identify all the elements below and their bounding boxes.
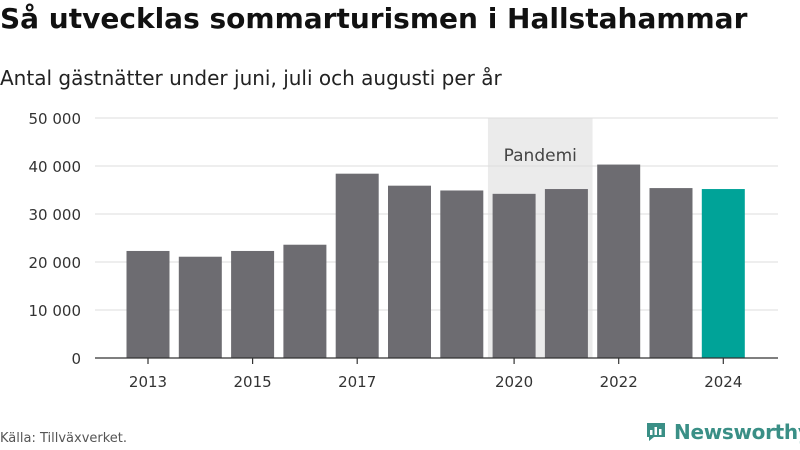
bar-2016 <box>283 244 327 358</box>
y-tick-label: 30 000 <box>29 206 82 224</box>
x-tick-label: 2015 <box>234 373 272 391</box>
bar-2015 <box>231 250 275 358</box>
bar-chart: Pandemi 0 10 000 20 000 30 000 40 000 50 000 2… <box>29 110 778 391</box>
chart-subtitle: Antal gästnätter under juni, juli och au… <box>0 66 502 90</box>
y-tick-label: 40 000 <box>29 158 82 176</box>
y-tick-label: 0 <box>71 350 81 368</box>
bar-2020 <box>492 193 536 358</box>
x-tick-label: 2013 <box>129 373 167 391</box>
bar-2021 <box>544 189 588 358</box>
pandemic-label: Pandemi <box>504 146 577 166</box>
y-tick-label: 10 000 <box>29 302 82 320</box>
y-tick-label: 20 000 <box>29 254 82 272</box>
newsworthy-logo[interactable]: Newsworthy <box>644 420 800 444</box>
y-tick-label: 50 000 <box>29 110 82 128</box>
bar-2014 <box>178 256 222 358</box>
bar-2018 <box>388 185 431 358</box>
bar-2022 <box>597 164 641 358</box>
bar-2023 <box>649 188 693 358</box>
source-note: Källa: Tillväxverket. <box>0 431 128 446</box>
x-tick-label: 2024 <box>704 373 742 391</box>
x-tick-label: 2020 <box>495 373 533 391</box>
bar-2019 <box>440 190 484 358</box>
brand-name: Newsworthy <box>674 420 800 444</box>
chart-title: Så utvecklas sommarturismen i Hallstaham… <box>0 2 748 35</box>
bar-2017 <box>335 173 379 358</box>
x-tick-label: 2022 <box>600 373 638 391</box>
newsworthy-logo-icon <box>647 423 665 441</box>
bar-2024 <box>701 189 745 358</box>
bar-2013 <box>126 250 170 358</box>
x-tick-label: 2017 <box>338 373 376 391</box>
